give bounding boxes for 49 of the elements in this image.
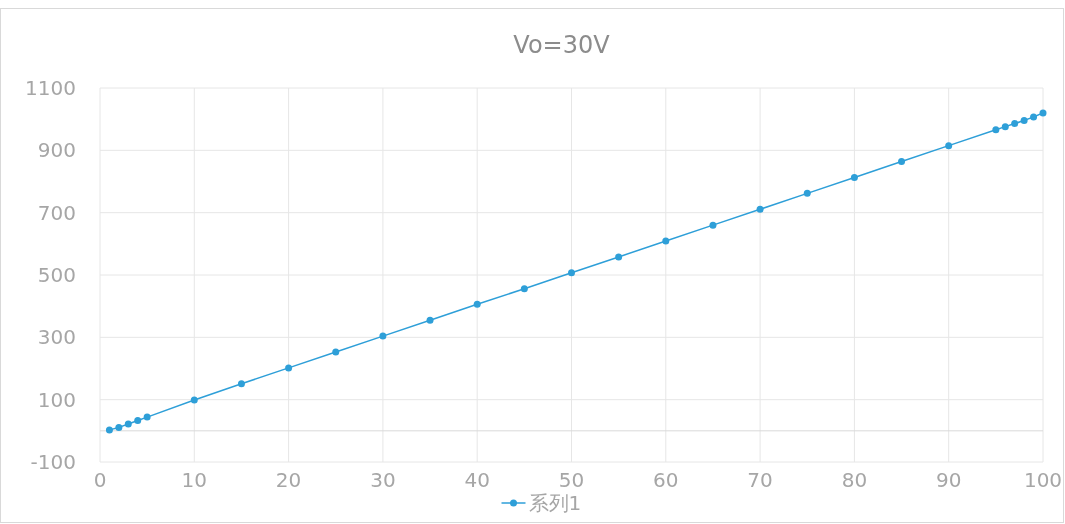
legend: 系列1 (500, 491, 582, 515)
x-tick-label: 60 (653, 468, 679, 493)
point (1011, 120, 1019, 128)
legend-label: 系列1 (528, 491, 582, 515)
point (709, 221, 717, 229)
point (850, 173, 858, 181)
point (143, 413, 151, 421)
y-tick-label: 100 (37, 387, 76, 412)
point (1039, 109, 1047, 117)
point (1020, 116, 1028, 124)
point (285, 364, 293, 372)
point (124, 420, 132, 428)
y-tick-label: -100 (30, 450, 76, 474)
point (105, 426, 113, 434)
x-tick-label: 20 (275, 468, 302, 493)
point (945, 142, 953, 150)
point (1001, 123, 1009, 131)
point (379, 332, 387, 340)
chart-title: Vo=30V (513, 31, 611, 59)
x-tick-label: 30 (370, 468, 396, 493)
point (992, 126, 1000, 134)
point (473, 300, 481, 308)
x-tick-label: 50 (558, 468, 585, 493)
point (332, 348, 340, 356)
point (898, 158, 906, 166)
y-tick-label: 1100 (25, 76, 76, 100)
x-tick-label: 70 (747, 468, 773, 493)
point (803, 189, 811, 197)
point (520, 285, 528, 293)
point (615, 253, 623, 261)
point (1030, 113, 1038, 121)
y-tick-label: 700 (37, 200, 76, 225)
x-tick-label: 90 (935, 468, 962, 493)
x-tick-label: 0 (93, 468, 107, 493)
point (568, 269, 575, 277)
point (426, 316, 434, 324)
y-tick-label: 900 (37, 138, 76, 163)
point (237, 380, 245, 388)
point (115, 423, 123, 431)
point (134, 417, 142, 425)
x-tick-label: 10 (181, 468, 208, 493)
x-tick-label: 40 (464, 468, 490, 493)
point (190, 396, 198, 404)
point (662, 237, 670, 245)
y-tick-label: 500 (37, 263, 76, 287)
x-tick-label: 80 (841, 468, 868, 493)
y-tick-label: 300 (37, 325, 76, 350)
point (756, 205, 764, 213)
x-tick-label: 100 (1023, 468, 1063, 493)
